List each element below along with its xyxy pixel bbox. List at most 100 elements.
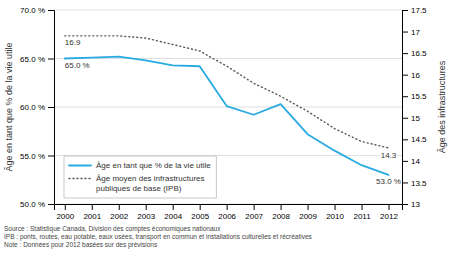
series-line bbox=[65, 36, 389, 148]
tick-mark bbox=[335, 204, 336, 210]
tick: 2006 bbox=[218, 204, 236, 221]
tick: 2011 bbox=[353, 204, 371, 221]
annotations: 65.0 %16.953.0 %14.3 bbox=[65, 38, 401, 186]
tick: 15 bbox=[402, 114, 420, 123]
tick-label: 14.5 bbox=[411, 135, 427, 144]
tick: 2004 bbox=[164, 204, 182, 221]
annotation: 65.0 % bbox=[65, 61, 90, 70]
tick-mark bbox=[389, 204, 390, 210]
source-line: Note : Données pour 2012 basées sur des … bbox=[4, 241, 158, 249]
tick-label: 16.5 bbox=[411, 49, 427, 58]
tick-label: 13 bbox=[411, 200, 420, 209]
tick-label: 2010 bbox=[326, 212, 344, 221]
tick: 2000 bbox=[56, 204, 74, 221]
tick-label: 2003 bbox=[137, 212, 155, 221]
tick-mark bbox=[402, 204, 408, 205]
tick: 15.5 bbox=[402, 92, 427, 101]
annotation: 53.0 % bbox=[376, 177, 401, 186]
source-line: IPB : ponts, routes, eau potable, eaux u… bbox=[4, 233, 313, 241]
source-line: Source : Statistique Canada, Division de… bbox=[4, 225, 221, 233]
y-axis: 50.0 % 55.0 % 60.0 % 65.0 % 70.0 % bbox=[20, 6, 54, 209]
tick: 14.5 bbox=[402, 135, 427, 144]
tick-label: 13.5 bbox=[411, 179, 427, 188]
tick-mark bbox=[48, 59, 54, 60]
grid-line bbox=[54, 10, 402, 11]
tick: 2007 bbox=[245, 204, 263, 221]
tick-label: 2011 bbox=[353, 212, 371, 221]
tick: 50.0 % bbox=[20, 200, 54, 209]
axis-line bbox=[55, 205, 403, 211]
tick-mark bbox=[308, 204, 309, 210]
tick: 13 bbox=[402, 200, 420, 209]
tick: 16.5 bbox=[402, 49, 427, 58]
tick: 17.5 bbox=[402, 6, 427, 15]
tick: 2012 bbox=[380, 204, 398, 221]
axis-line bbox=[48, 11, 55, 205]
annotation: 16.9 bbox=[65, 38, 81, 47]
tick-mark bbox=[402, 10, 408, 11]
tick: 2010 bbox=[326, 204, 344, 221]
tick-mark bbox=[48, 10, 54, 11]
tick-label: 2009 bbox=[299, 212, 317, 221]
legend: Âge en tant que % de la vie utile Âge moy… bbox=[64, 156, 216, 198]
legend-swatch bbox=[69, 165, 91, 167]
tick-mark bbox=[48, 204, 54, 205]
legend-items: Âge en tant que % de la vie utile Âge moy… bbox=[69, 161, 211, 193]
tick-label: 2006 bbox=[218, 212, 236, 221]
tick-label: 15 bbox=[411, 114, 420, 123]
tick-mark bbox=[48, 107, 54, 108]
tick: 60.0 % bbox=[20, 103, 54, 112]
tick-mark bbox=[200, 204, 201, 210]
tick: 55.0 % bbox=[20, 152, 54, 161]
tick-mark bbox=[402, 96, 408, 97]
tick-label: 2007 bbox=[245, 212, 263, 221]
tick-mark bbox=[402, 182, 408, 183]
legend-label-line: Âge moyen des infrastructures bbox=[96, 174, 205, 183]
tick: 14 bbox=[402, 157, 420, 166]
legend-label: Âge en tant que % de la vie utile bbox=[96, 161, 211, 170]
y2-axis-title: Âge des infrastructures bbox=[437, 60, 447, 153]
tick-label: 17 bbox=[411, 28, 420, 37]
tick-label: 70.0 % bbox=[20, 6, 45, 15]
tick-label: 14 bbox=[411, 157, 420, 166]
tick: 2008 bbox=[272, 204, 290, 221]
grid-line bbox=[54, 58, 402, 59]
tick-label: 16 bbox=[411, 71, 420, 80]
tick-label: 2008 bbox=[272, 212, 290, 221]
tick: 17 bbox=[402, 28, 420, 37]
tick-label: 65.0 % bbox=[20, 55, 45, 64]
tick-label: 2002 bbox=[110, 212, 128, 221]
tick: 2002 bbox=[110, 204, 128, 221]
tick-mark bbox=[402, 139, 408, 140]
tick-mark bbox=[92, 204, 93, 210]
tick-label: 60.0 % bbox=[20, 103, 45, 112]
y-axis-title: Âge en tant que % de la vie utile bbox=[4, 42, 14, 171]
legend-label: Âge moyen des infrastructurespubliques d… bbox=[96, 174, 205, 193]
chart: 2000 2001 2002 2003 2004 2005 2006 2007 2008 2009… bbox=[0, 0, 450, 256]
tick: 2009 bbox=[299, 204, 317, 221]
tick-mark bbox=[281, 204, 282, 210]
tick: 70.0 % bbox=[20, 6, 54, 15]
tick: 2003 bbox=[137, 204, 155, 221]
tick: 13.5 bbox=[402, 179, 427, 188]
tick-label: 2012 bbox=[380, 212, 398, 221]
tick-mark bbox=[402, 53, 408, 54]
tick: 16 bbox=[402, 71, 420, 80]
legend-swatch bbox=[69, 178, 91, 179]
tick-mark bbox=[48, 156, 54, 157]
legend-label-line: publiques de base (IPB) bbox=[96, 184, 182, 193]
tick-label: 2001 bbox=[83, 212, 101, 221]
tick-mark bbox=[402, 32, 408, 33]
tick-label: 2000 bbox=[56, 212, 74, 221]
tick-mark bbox=[119, 204, 120, 210]
tick-label: 17.5 bbox=[411, 6, 427, 15]
y2-axis: 13 13.5 14 14.5 15 15.5 16 16.5 17 17.5 bbox=[402, 6, 427, 209]
tick-label: 2005 bbox=[191, 212, 209, 221]
tick: 65.0 % bbox=[20, 55, 54, 64]
tick-mark bbox=[362, 204, 363, 210]
x-axis: 2000 2001 2002 2003 2004 2005 2006 2007 2008 2009… bbox=[55, 204, 403, 221]
tick-mark bbox=[402, 118, 408, 119]
tick-mark bbox=[402, 161, 408, 162]
tick-mark bbox=[227, 204, 228, 210]
tick: 2005 bbox=[191, 204, 209, 221]
